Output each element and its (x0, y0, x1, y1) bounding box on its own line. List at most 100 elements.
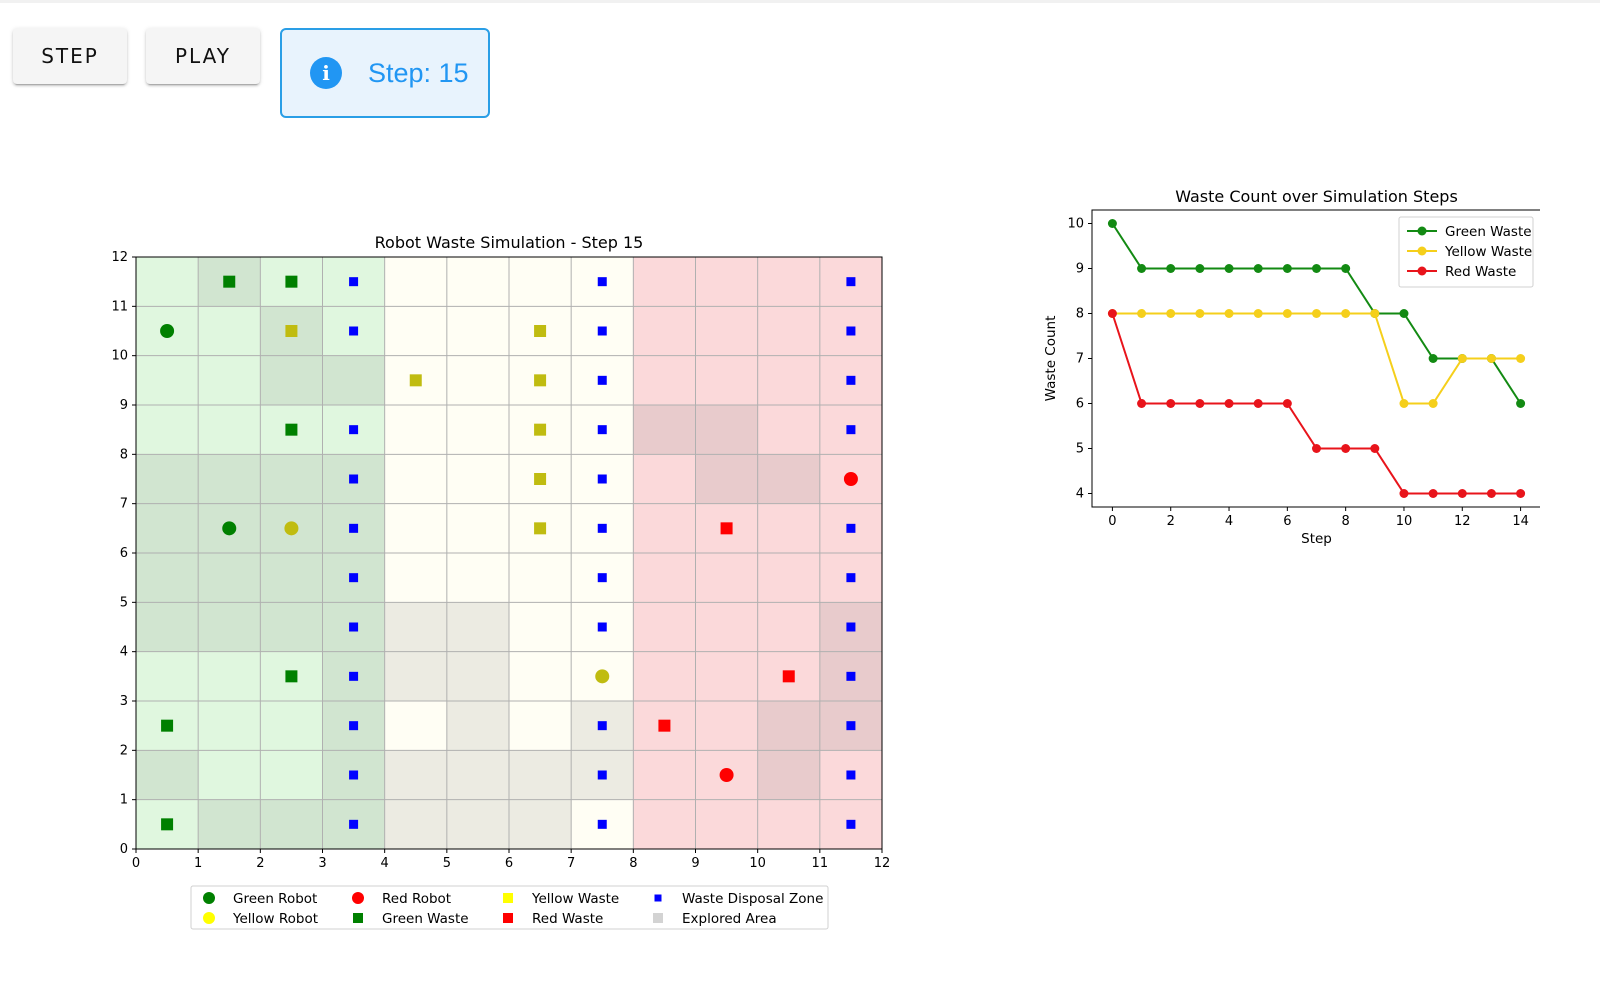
explored-cell (695, 405, 758, 455)
waste-disposal-zone-marker (597, 523, 607, 533)
waste-disposal-zone-marker (846, 573, 856, 583)
yellow-waste-point (1341, 309, 1351, 318)
waste-disposal-zone-marker (349, 770, 359, 780)
y-tick-label: 6 (120, 546, 128, 561)
legend-red-waste-label: Red Waste (532, 911, 603, 927)
legend-red-waste-label: Red Waste (1445, 264, 1516, 280)
yellow-waste-marker (534, 374, 547, 387)
waste-disposal-zone-marker (846, 770, 856, 780)
grid-chart-title: Robot Waste Simulation - Step 15 (375, 233, 644, 252)
red-waste-point (1341, 444, 1351, 453)
explored-cell (757, 750, 820, 800)
waste-disposal-zone-marker (349, 573, 359, 583)
waste-disposal-zone-marker (846, 721, 856, 731)
waste-disposal-zone-marker (597, 425, 607, 435)
play-button[interactable]: PLAY (146, 28, 260, 84)
explored-cell (446, 799, 509, 849)
line-x-tick-label: 14 (1512, 514, 1529, 529)
line-y-tick-label: 8 (1076, 307, 1084, 322)
legend-waste-disposal-zone-marker (654, 894, 662, 902)
red-waste-point (1253, 399, 1263, 408)
explored-cell (633, 405, 696, 455)
green-waste-marker (161, 719, 174, 732)
yellow-waste-point (1253, 309, 1263, 318)
line-chart-title: Waste Count over Simulation Steps (1175, 187, 1458, 206)
green-waste-marker (223, 275, 236, 288)
legend-red-waste-marker (1417, 266, 1427, 276)
red-waste-point (1312, 444, 1321, 453)
y-tick-label: 8 (120, 447, 128, 462)
y-tick-label: 4 (120, 645, 128, 660)
y-tick-label: 10 (111, 349, 128, 364)
legend-yellow-waste-marker (1417, 246, 1427, 256)
explored-cell (322, 355, 385, 405)
explored-cell (446, 701, 509, 751)
legend-green-waste-marker (353, 913, 363, 923)
y-tick-label: 0 (120, 842, 128, 857)
legend-yellow-waste-label: Yellow Waste (1444, 244, 1532, 260)
explored-cell (509, 750, 572, 800)
legend-red-waste-marker (503, 913, 513, 923)
x-tick-label: 2 (256, 856, 264, 871)
green-waste-point (1224, 264, 1234, 273)
yellow-waste-point (1224, 309, 1234, 318)
info-icon: i (310, 57, 342, 89)
red-waste-point (1282, 399, 1292, 408)
legend-yellow-waste-marker (503, 893, 513, 903)
waste-disposal-zone-marker (846, 277, 856, 287)
x-tick-label: 11 (812, 856, 829, 871)
line-y-tick-label: 10 (1067, 217, 1084, 232)
waste-disposal-zone-marker (349, 425, 359, 435)
explored-cell (198, 553, 261, 603)
waste-count-line-chart: 0 2 4 6 8 10 12 14 4 5 6 7 8 9 10 Waste Count over Simu… (1043, 187, 1540, 547)
red-waste-point (1370, 444, 1380, 453)
explored-cell (260, 553, 323, 603)
red-waste-point (1428, 489, 1438, 498)
red-waste-point (1516, 489, 1526, 498)
red-waste-point (1166, 399, 1176, 408)
waste-disposal-zone-marker (846, 425, 856, 435)
red-waste-point (1399, 489, 1409, 498)
line-x-tick-label: 12 (1454, 514, 1471, 529)
y-tick-label: 5 (120, 595, 128, 610)
line-y-axis-label: Waste Count (1043, 316, 1059, 402)
explored-cell (136, 503, 199, 553)
legend-green-robot-marker (203, 892, 215, 904)
explored-cell (260, 355, 323, 405)
legend-waste-disposal-zone-label: Waste Disposal Zone (682, 891, 823, 907)
green-waste-point (1428, 354, 1438, 363)
step-button[interactable]: STEP (13, 28, 127, 84)
yellow-waste-point (1516, 354, 1526, 363)
line-legend (1398, 216, 1534, 288)
waste-disposal-zone-marker (597, 721, 607, 731)
x-tick-label: 5 (443, 856, 451, 871)
line-y-tick-label: 9 (1076, 262, 1084, 277)
explored-cell (509, 799, 572, 849)
line-y-tick-label: 5 (1076, 442, 1084, 457)
waste-disposal-zone-marker (597, 819, 607, 829)
yellow-waste-marker (534, 325, 547, 337)
waste-disposal-zone-marker (846, 523, 856, 533)
explored-cell (757, 454, 820, 504)
yellow-waste-point (1166, 309, 1176, 318)
y-tick-label: 1 (120, 793, 128, 808)
green-waste-marker (285, 275, 298, 288)
legend-green-robot-label: Green Robot (233, 891, 317, 907)
yellow-waste-marker (534, 423, 547, 436)
y-tick-label: 3 (120, 694, 128, 709)
explored-cell (260, 602, 323, 652)
line-x-tick-label: 8 (1342, 514, 1350, 529)
waste-disposal-zone-marker (597, 622, 607, 632)
green-waste-point (1137, 264, 1147, 273)
waste-disposal-zone-marker (597, 573, 607, 583)
x-tick-label: 10 (749, 856, 766, 871)
red-waste-marker (720, 522, 733, 535)
waste-disposal-zone-marker (846, 622, 856, 632)
step-status-text: Step: 15 (368, 57, 469, 88)
waste-disposal-zone-marker (597, 474, 607, 484)
explored-cell (198, 799, 261, 849)
line-x-axis-label: Step (1301, 531, 1332, 547)
waste-disposal-zone-marker (846, 819, 856, 829)
line-x-tick-label: 6 (1283, 514, 1291, 529)
